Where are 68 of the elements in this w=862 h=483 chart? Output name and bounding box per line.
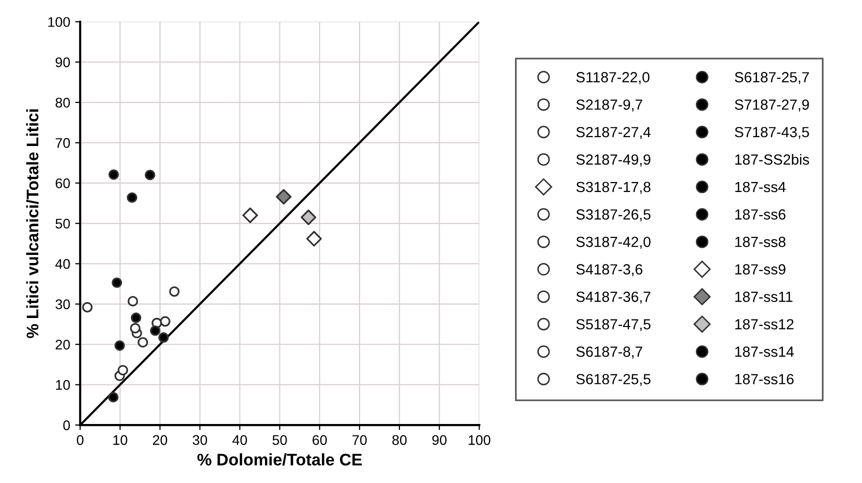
- y-tick-label: 50: [56, 218, 70, 229]
- point: [158, 332, 169, 343]
- legend-label: 187-ss11: [735, 292, 792, 302]
- y-tick-label: 100: [48, 17, 70, 27]
- y-axis-title: % Litici vulcanici/Totale Litici: [26, 109, 39, 338]
- point: [82, 302, 93, 312]
- point: [242, 208, 258, 224]
- point: [118, 364, 128, 376]
- legend-label: S2187-49,9: [576, 154, 650, 166]
- x-tick-label: 10: [113, 435, 128, 445]
- y-tick-label: 10: [56, 380, 70, 390]
- legend-label: 187-ss6: [735, 209, 786, 220]
- point: [114, 340, 125, 351]
- y-tick-label: 90: [56, 57, 70, 68]
- point: [138, 337, 148, 348]
- x-tick-label: 50: [272, 435, 287, 445]
- x-tick-label: 90: [432, 435, 447, 445]
- y-tick-label: 70: [56, 138, 70, 148]
- x-tick-label: 100: [468, 435, 490, 445]
- legend-label: S4187-3,6: [576, 264, 642, 276]
- legend-label: S2187-9,7: [576, 99, 642, 112]
- y-tick-label: 30: [56, 299, 70, 310]
- legend-label: 187-SS2bis: [735, 154, 810, 165]
- legend-label: 187-ss14: [735, 346, 794, 357]
- x-tick-label: 20: [152, 435, 168, 445]
- legend-label: S1187-22,0: [576, 72, 650, 84]
- legend-label: S3187-26,5: [576, 209, 650, 222]
- y-tick-label: 80: [56, 98, 70, 108]
- point: [108, 169, 119, 180]
- legend-label: 187-ss9: [735, 264, 786, 275]
- y-tick-label: 20: [56, 340, 70, 350]
- legend-label: S7187-43,5: [734, 126, 809, 139]
- point: [108, 392, 119, 402]
- x-tick-label: 0: [76, 435, 84, 445]
- legend-label: S3187-17,8: [576, 182, 650, 194]
- point: [126, 192, 138, 203]
- legend-label: 187-ss4: [735, 182, 786, 192]
- point: [128, 296, 138, 306]
- legend-label: S4187-36,7: [576, 292, 650, 304]
- legend-label: 187-ss16: [735, 374, 794, 384]
- point: [160, 316, 170, 327]
- legend-label: S7187-27,9: [734, 99, 809, 112]
- legend-label: S3187-42,0: [576, 236, 650, 249]
- legend-label: S6187-25,5: [576, 374, 650, 386]
- x-tick-label: 30: [192, 435, 208, 445]
- point: [130, 323, 140, 334]
- x-axis-title: % Dolomie/Totale CE: [197, 453, 362, 466]
- y-tick-label: 60: [56, 178, 70, 188]
- x-tick-label: 40: [232, 435, 247, 445]
- x-tick-label: 70: [352, 435, 367, 445]
- legend-label: 187-ss8: [735, 236, 786, 248]
- point: [150, 325, 160, 336]
- point: [130, 312, 142, 323]
- legend-label: S5187-47,5: [576, 319, 650, 332]
- point: [112, 277, 122, 288]
- y-tick-label: 40: [55, 259, 70, 269]
- y-tick-label: 0: [63, 420, 70, 430]
- point: [300, 210, 316, 226]
- point: [276, 188, 292, 205]
- x-tick-label: 60: [312, 435, 327, 445]
- x-tick-label: 80: [392, 435, 407, 445]
- legend-label: S6187-25,7: [734, 72, 809, 84]
- legend-label: 187-ss12: [735, 319, 794, 330]
- point: [306, 230, 322, 246]
- point: [144, 170, 156, 180]
- point: [169, 286, 180, 297]
- legend-label: S2187-27,4: [576, 126, 651, 139]
- legend-label: S6187-8,7: [576, 346, 642, 359]
